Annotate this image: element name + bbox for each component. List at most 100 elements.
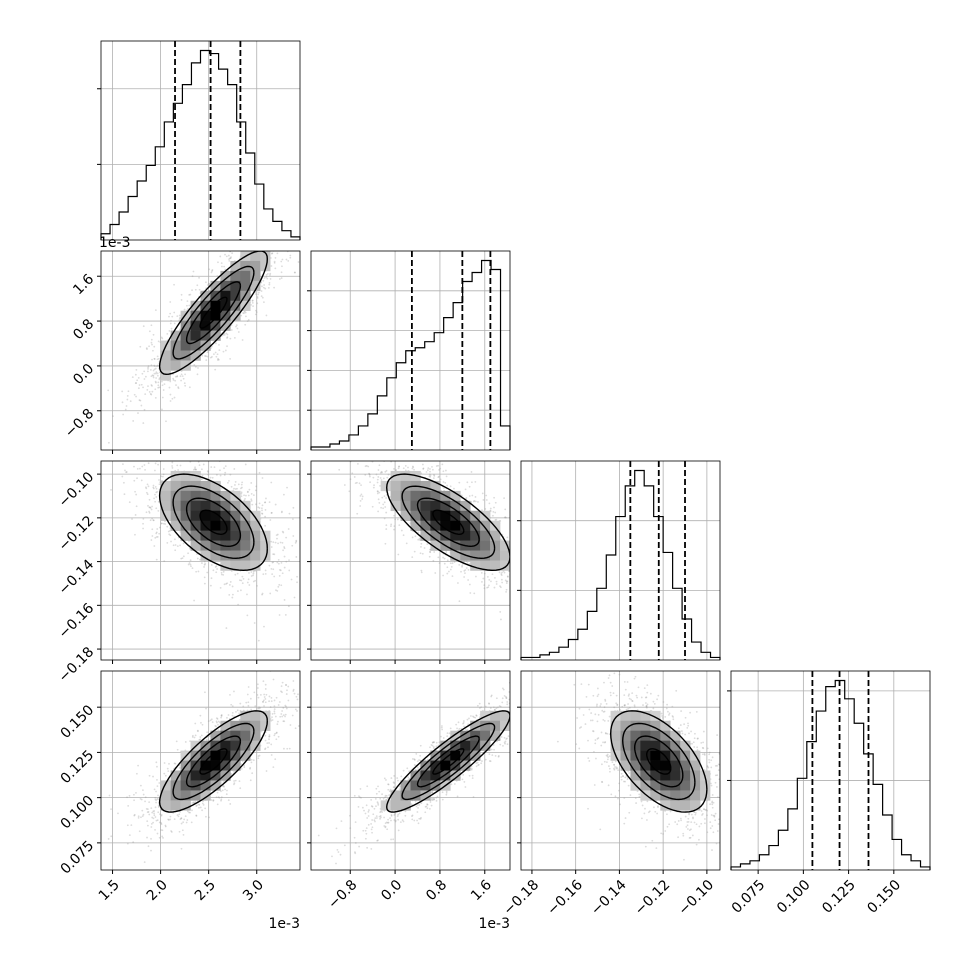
sample-point bbox=[296, 581, 298, 584]
sample-point bbox=[137, 412, 139, 414]
density-cell bbox=[220, 310, 231, 321]
sample-point bbox=[162, 389, 165, 391]
sample-point bbox=[197, 570, 200, 573]
density-cell bbox=[220, 290, 231, 302]
histogram-frame-p3 bbox=[730, 670, 931, 871]
sample-point bbox=[263, 229, 265, 231]
sample-point bbox=[295, 540, 298, 543]
sample-point bbox=[222, 785, 224, 788]
sample-point bbox=[394, 518, 397, 521]
sample-point bbox=[461, 564, 464, 567]
sample-point bbox=[242, 577, 245, 580]
sample-point bbox=[439, 467, 442, 470]
sample-point bbox=[254, 313, 257, 316]
sample-point bbox=[266, 272, 269, 275]
sample-point bbox=[184, 373, 186, 376]
density-cell bbox=[410, 520, 421, 531]
sample-point bbox=[173, 311, 176, 314]
sample-point bbox=[356, 481, 358, 484]
sample-point bbox=[135, 395, 137, 398]
sample-point bbox=[142, 517, 145, 520]
sample-point bbox=[201, 478, 203, 481]
sample-point bbox=[98, 372, 100, 374]
density-cell bbox=[430, 500, 441, 512]
sample-point bbox=[269, 272, 272, 275]
sample-point bbox=[137, 387, 140, 390]
sample-point bbox=[211, 355, 213, 358]
density-cell bbox=[460, 530, 471, 541]
sample-point bbox=[446, 572, 449, 575]
sample-point bbox=[156, 365, 158, 368]
sample-point bbox=[189, 293, 192, 296]
sample-point bbox=[511, 551, 513, 553]
sample-point bbox=[287, 234, 289, 236]
sample-point bbox=[539, 593, 541, 595]
sample-point bbox=[257, 291, 260, 294]
sample-point bbox=[523, 557, 525, 559]
sample-point bbox=[241, 575, 244, 578]
sample-point bbox=[140, 383, 143, 386]
contour-p1-p2-0 bbox=[432, 509, 465, 536]
sample-point bbox=[219, 587, 222, 589]
density-cell bbox=[430, 530, 441, 541]
sample-point bbox=[220, 262, 223, 265]
sample-point bbox=[122, 413, 125, 416]
density-cell bbox=[170, 480, 181, 492]
sample-point bbox=[271, 237, 273, 239]
sample-point bbox=[419, 552, 422, 555]
sample-point bbox=[124, 408, 127, 411]
sample-point bbox=[517, 551, 519, 553]
sample-point bbox=[383, 517, 386, 520]
sample-point bbox=[289, 256, 292, 259]
sample-point bbox=[549, 559, 551, 561]
sample-point bbox=[270, 546, 273, 548]
sample-point bbox=[209, 476, 212, 479]
sample-point bbox=[515, 561, 517, 563]
density-cell bbox=[450, 530, 461, 541]
sample-point bbox=[274, 237, 276, 239]
sample-point bbox=[178, 317, 181, 320]
sample-point bbox=[457, 582, 459, 584]
sample-point bbox=[270, 567, 273, 570]
sample-point bbox=[151, 528, 154, 531]
density-cell bbox=[500, 540, 510, 551]
sample-point bbox=[154, 536, 157, 539]
sample-point bbox=[522, 566, 524, 568]
density-cell bbox=[200, 510, 211, 521]
sample-point bbox=[273, 247, 275, 249]
sample-point bbox=[400, 529, 403, 532]
sample-point bbox=[270, 511, 273, 514]
sample-point bbox=[517, 563, 519, 565]
sample-point bbox=[248, 247, 250, 249]
density-cell bbox=[450, 550, 461, 561]
sample-point bbox=[544, 539, 546, 541]
sample-point bbox=[239, 579, 241, 582]
sample-point bbox=[125, 471, 128, 473]
sample-point bbox=[494, 576, 496, 579]
sample-point bbox=[292, 518, 294, 521]
sample-point bbox=[528, 562, 530, 564]
sample-point bbox=[136, 468, 139, 470]
sample-point bbox=[261, 477, 264, 479]
sample-point bbox=[494, 519, 497, 521]
sample-point bbox=[233, 468, 236, 470]
sample-point bbox=[241, 243, 243, 245]
sample-point bbox=[133, 465, 135, 468]
sample-point bbox=[526, 591, 528, 593]
sample-point bbox=[142, 527, 144, 530]
sample-point bbox=[429, 551, 432, 554]
sample-point bbox=[214, 351, 217, 354]
sample-point bbox=[144, 393, 147, 396]
sample-point bbox=[259, 230, 261, 232]
sample-point bbox=[387, 473, 390, 476]
sample-point bbox=[225, 627, 228, 629]
sample-point bbox=[264, 524, 267, 527]
sample-point bbox=[139, 345, 142, 348]
sample-point bbox=[140, 479, 143, 482]
sample-point bbox=[215, 355, 218, 358]
density-cell bbox=[190, 340, 201, 351]
sample-point bbox=[217, 261, 219, 264]
sample-point bbox=[223, 583, 226, 586]
sample-point bbox=[513, 567, 515, 569]
contour-p0-p2-2 bbox=[172, 485, 255, 560]
